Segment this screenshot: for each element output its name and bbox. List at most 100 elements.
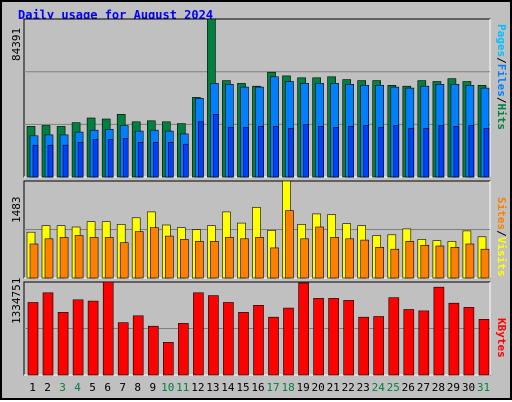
bar-sites-day-25 [390,248,400,279]
bar-sites-day-22 [345,238,355,279]
x-tick-label-day-3: 3 [59,381,66,394]
bar-kbytes-day-31 [478,318,490,376]
bar-pages-day-5 [92,139,99,178]
bar-kbytes-day-15 [238,311,249,376]
bar-pages-day-22 [348,126,355,178]
bar-kbytes-day-19 [298,282,309,376]
bar-kbytes-day-1 [27,302,39,376]
bar-pages-day-15 [243,127,249,178]
bar-sites-day-2 [44,238,54,279]
panel-2-ymax-label: 1334751 [10,278,23,324]
bar-kbytes-day-16 [253,304,264,376]
x-tick-label-day-18: 18 [281,381,294,394]
x-tick-label-day-7: 7 [119,381,126,394]
bar-pages-day-17 [273,126,279,178]
bar-kbytes-day-18 [283,307,294,376]
x-tick-label-day-21: 21 [327,381,340,394]
bar-sites-day-17 [270,247,279,279]
bar-sites-day-29 [450,247,460,279]
bar-sites-day-19 [300,238,309,279]
bar-sites-day-23 [360,239,370,279]
x-tick-label-day-31: 31 [477,381,490,394]
panel-0-ylabel-part: / [495,97,508,104]
panel-2: 1334751 KBytes [10,278,508,376]
x-tick-label-day-25: 25 [387,381,400,394]
x-tick-label-day-30: 30 [462,381,475,394]
x-tick-label-day-22: 22 [342,381,355,394]
bar-pages-day-14 [228,127,234,178]
bar-sites-day-12 [195,241,204,279]
x-tick-label-day-20: 20 [311,381,324,394]
bar-pages-day-9 [153,142,159,178]
bar-sites-day-1 [29,243,39,279]
x-tick-label-day-23: 23 [357,381,370,394]
x-tick-label-day-8: 8 [134,381,141,394]
bar-sites-day-6 [104,237,114,279]
bar-pages-day-1 [32,144,39,178]
bar-sites-day-11 [180,239,189,279]
x-tick-label-day-17: 17 [266,381,279,394]
bar-sites-day-30 [465,243,475,279]
bar-pages-day-30 [468,125,475,178]
x-tick-label-day-24: 24 [372,381,386,394]
bar-kbytes-day-21 [328,298,339,376]
bar-kbytes-day-8 [132,315,144,376]
bar-pages-day-10 [168,142,174,178]
panel-0-ylabel: Pages/Files/Hits [495,24,508,130]
panel-1-ylabel-part: Visits [495,237,508,277]
bar-pages-day-3 [62,144,69,178]
bar-pages-day-4 [77,142,84,178]
bar-pages-day-19 [303,124,309,178]
bar-sites-day-14 [225,237,234,279]
bar-pages-day-20 [318,126,324,178]
bar-sites-day-5 [89,237,99,279]
bar-kbytes-day-23 [358,316,370,376]
x-tick-label-day-26: 26 [402,381,415,394]
usage-chart: Daily usage for August 2024 84391 Pages/F… [10,8,508,394]
bar-kbytes-day-10 [163,341,174,376]
bar-sites-day-31 [480,248,490,279]
x-tick-label-day-10: 10 [161,381,174,394]
bar-kbytes-day-4 [72,299,84,376]
bar-kbytes-day-24 [373,316,385,376]
x-tick-label-day-11: 11 [176,381,189,394]
bar-pages-day-2 [47,144,54,178]
bar-kbytes-day-6 [102,281,114,376]
panel-0-ymax-label: 84391 [10,28,23,61]
bar-kbytes-day-14 [223,302,234,376]
bar-sites-day-18 [285,210,294,279]
bar-kbytes-day-29 [448,302,460,376]
bar-kbytes-day-3 [57,311,69,376]
bar-sites-day-8 [134,231,144,279]
bar-sites-day-3 [59,237,69,279]
bar-kbytes-day-27 [418,310,430,376]
bar-kbytes-day-2 [42,292,54,376]
bar-kbytes-day-13 [208,295,219,376]
bar-pages-day-26 [408,128,415,178]
bar-pages-day-16 [258,126,264,178]
x-tick-label-day-6: 6 [104,381,111,394]
panel-0-ylabel-part: Hits [495,104,508,131]
panel-1-ylabel-part: Sites [495,197,508,230]
bar-kbytes-day-9 [148,325,159,376]
bar-kbytes-day-17 [268,316,279,376]
bar-pages-day-13 [213,114,219,178]
bar-pages-day-21 [333,127,339,178]
x-tick-label-day-15: 15 [236,381,249,394]
bar-pages-day-25 [393,125,400,178]
bar-kbytes-day-12 [193,292,204,376]
bar-pages-day-12 [198,121,204,178]
bar-kbytes-day-20 [313,298,324,376]
x-tick-label-day-16: 16 [251,381,264,394]
bar-kbytes-day-25 [388,297,400,376]
bar-pages-day-23 [363,125,370,178]
bar-sites-day-28 [435,245,445,279]
bar-sites-day-15 [240,238,249,279]
bar-pages-day-6 [107,139,114,178]
bar-kbytes-day-22 [343,300,355,376]
bar-sites-day-10 [165,235,174,279]
bar-pages-day-8 [137,142,144,178]
bar-sites-day-24 [375,247,385,279]
x-tick-label-day-1: 1 [29,381,36,394]
